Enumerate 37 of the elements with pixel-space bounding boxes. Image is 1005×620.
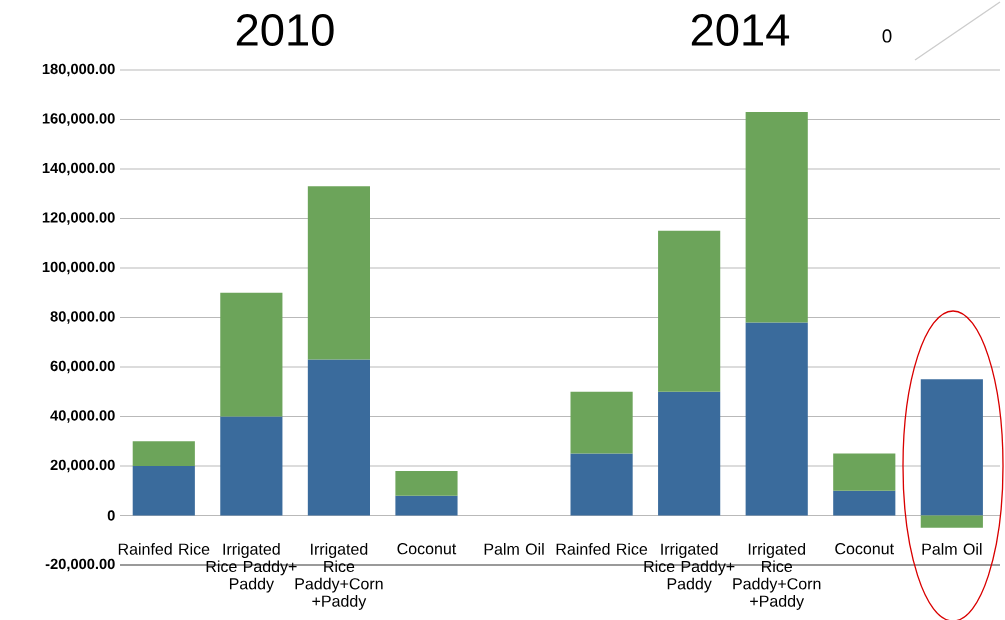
- bar: [570, 391, 633, 454]
- bar: [745, 322, 808, 516]
- y-tick-label: 100,000.00: [42, 261, 115, 275]
- x-tick-label: Coconut: [397, 543, 457, 555]
- bar: [220, 292, 283, 417]
- bar: [920, 515, 983, 528]
- y-tick-label: 40,000.00: [50, 410, 115, 423]
- y-tick-label: 140,000.00: [42, 162, 115, 176]
- bar: [570, 453, 633, 516]
- bar: [220, 416, 283, 516]
- bar: [833, 453, 896, 491]
- bar: [745, 112, 808, 323]
- bar: [307, 359, 370, 516]
- y-tick-label: 20,000.00: [50, 459, 115, 473]
- y-tick-label: 80,000.00: [50, 311, 115, 324]
- y-tick-label: 160,000.00: [42, 113, 115, 126]
- y-tick-label: 180,000.00: [42, 63, 115, 77]
- y-tick-label: 60,000.00: [50, 360, 115, 374]
- bar: [395, 495, 458, 516]
- y-tick-label: 0: [107, 510, 115, 521]
- bar: [132, 441, 195, 466]
- x-tick-label: Palm Oil: [922, 543, 982, 555]
- y-tick-label: -20,000.00: [45, 558, 115, 572]
- x-tick-label: Rainfed Rice: [118, 543, 210, 555]
- x-tick-label: Coconut: [835, 543, 894, 555]
- bar: [307, 186, 370, 360]
- x-tick-label: Palm Oil: [484, 543, 544, 555]
- text: 2010: [236, 13, 334, 47]
- bar: [658, 230, 721, 392]
- bar: [395, 470, 458, 496]
- bar: [833, 490, 896, 516]
- bar: [920, 379, 983, 516]
- text: 2014: [691, 13, 790, 47]
- y-tick-label: 120,000.00: [42, 212, 115, 225]
- bar: [658, 391, 721, 516]
- bar: [132, 465, 195, 516]
- text: 0: [882, 29, 892, 43]
